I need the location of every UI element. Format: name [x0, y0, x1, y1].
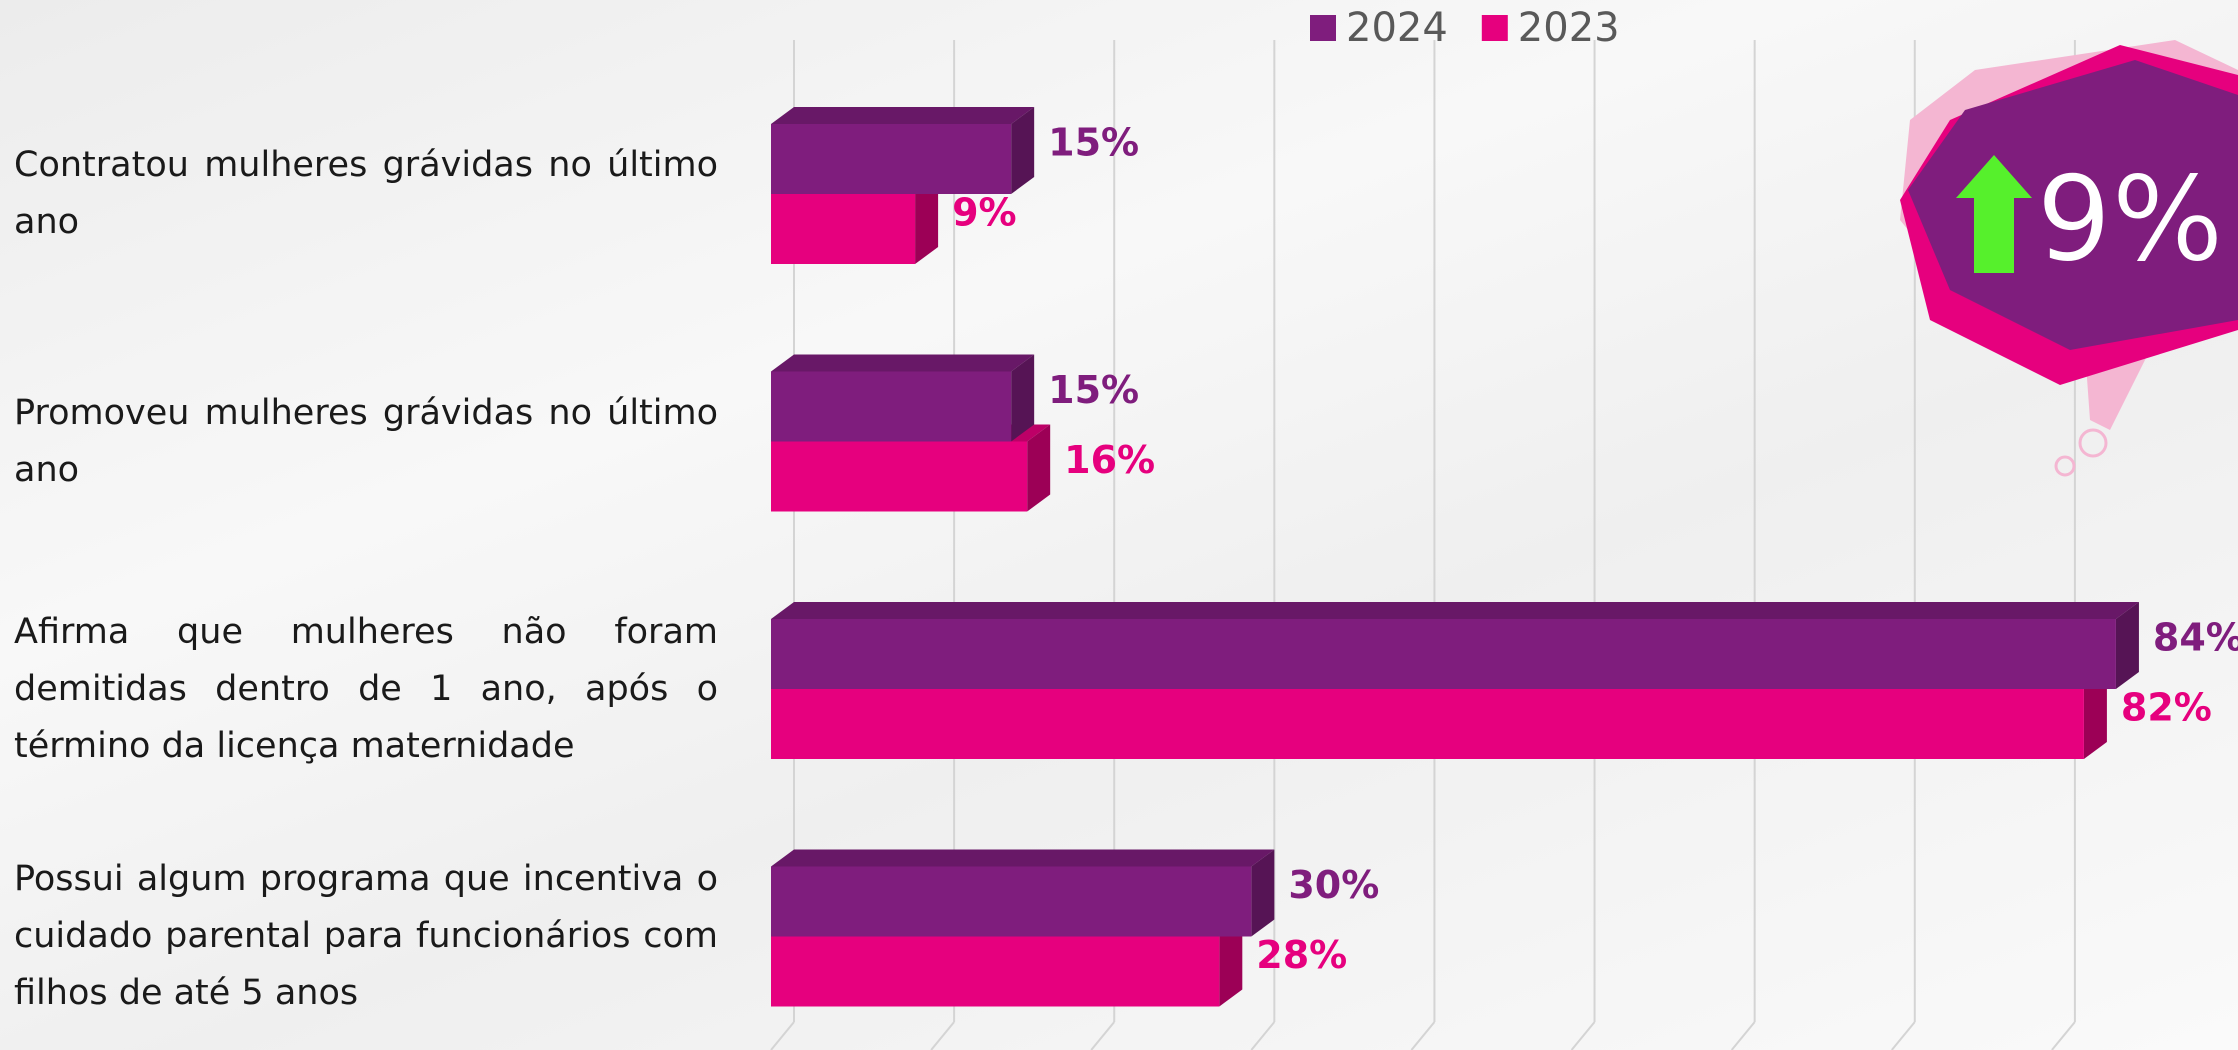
- legend-swatch: [1310, 15, 1336, 41]
- bar-side: [1219, 919, 1243, 1007]
- data-label: 30%: [1288, 863, 1379, 907]
- data-label: 9%: [952, 191, 1017, 235]
- bar-side: [1011, 354, 1035, 442]
- grid-floor: [1570, 1021, 1596, 1050]
- bar-side: [1011, 107, 1035, 194]
- data-label: 84%: [2153, 616, 2238, 660]
- badge-front: [1908, 60, 2238, 350]
- grid-floor: [770, 1021, 795, 1050]
- grid-floor: [1250, 1021, 1276, 1050]
- legend-swatch: [1481, 15, 1508, 41]
- grid-floor: [2051, 1021, 2076, 1050]
- data-label: 16%: [1064, 438, 1155, 482]
- grid-floor: [930, 1021, 955, 1050]
- grid: [770, 40, 2076, 1050]
- bar-side: [915, 177, 939, 264]
- bubble: [2054, 455, 2076, 477]
- bar: [771, 619, 2116, 689]
- legend-label: 2024: [1346, 5, 1448, 51]
- bar-side: [2115, 602, 2139, 689]
- bar: [771, 936, 1220, 1007]
- category-label: Afirma que mulheres não foram demitidas …: [14, 611, 718, 766]
- category-label: Promoveu mulheres grávidas no último ano: [14, 392, 718, 490]
- bars: 9% 15% 16% 15% 82% 84% 28% 30%: [771, 107, 2238, 1007]
- bar: [771, 441, 1028, 512]
- arrow-up: [1956, 155, 2032, 273]
- bar: [771, 866, 1252, 937]
- bar-side: [1027, 424, 1051, 512]
- bar: [771, 371, 1012, 442]
- bar-side: [1251, 849, 1275, 937]
- badge: 9%: [1900, 40, 2238, 477]
- grid-floor: [1891, 1021, 1916, 1050]
- bar-top: [771, 849, 1275, 867]
- category-label: Possui algum programa que incentiva o cu…: [14, 859, 718, 1013]
- legend-label: 2023: [1518, 5, 1620, 51]
- data-label: 28%: [1256, 933, 1347, 977]
- legend: 2024 2023: [1310, 5, 1620, 51]
- bar-top: [771, 354, 1035, 372]
- data-label: 82%: [2121, 686, 2212, 730]
- grid-floor: [1410, 1021, 1436, 1050]
- data-label: 15%: [1048, 368, 1139, 412]
- category-label: Contratou mulheres grávidas no último an…: [14, 145, 718, 242]
- bar: [771, 689, 2084, 759]
- data-label: 15%: [1048, 121, 1139, 165]
- bar-top: [771, 602, 2139, 619]
- bubble: [2078, 428, 2108, 458]
- badge-value: 9%: [2036, 150, 2223, 288]
- bar: [771, 194, 916, 264]
- bar-top: [771, 107, 1035, 124]
- grid-floor: [1090, 1021, 1115, 1050]
- bar-side: [2083, 672, 2107, 759]
- bar: [771, 124, 1012, 194]
- grid-floor: [1730, 1021, 1756, 1050]
